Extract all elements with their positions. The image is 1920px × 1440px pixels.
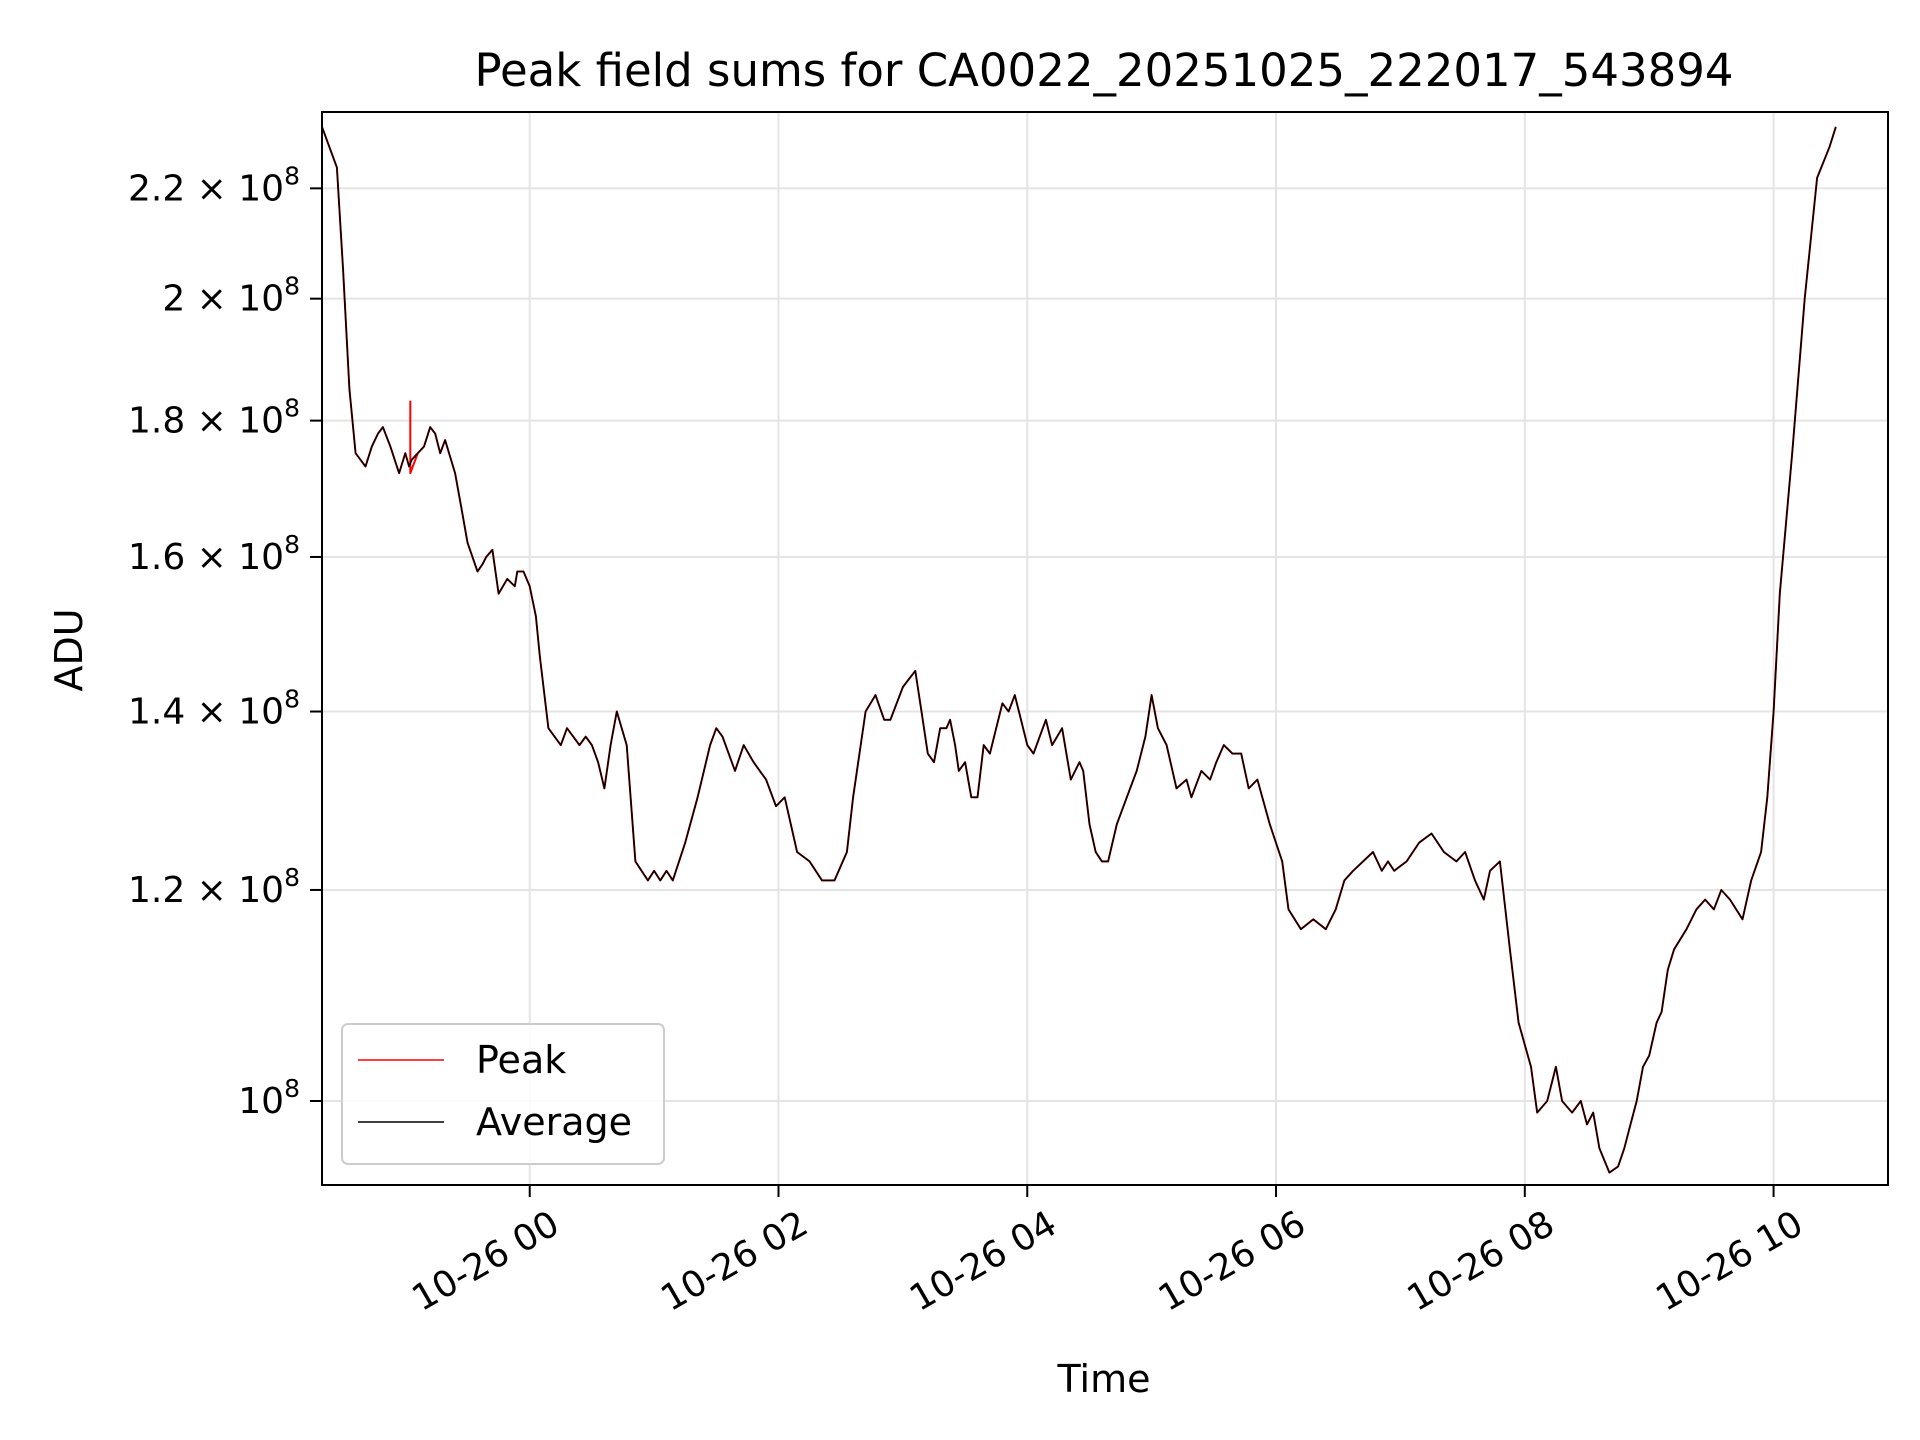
y-tick-base: 1.2 × 10	[128, 870, 284, 911]
y-tick-exponent: 8	[284, 863, 300, 892]
y-tick-base: 1.4 × 10	[128, 692, 284, 733]
y-tick-exponent: 8	[284, 530, 300, 559]
x-axis-label: Time	[1057, 1357, 1151, 1401]
legend-label-peak: Peak	[476, 1038, 566, 1082]
legend-label-average: Average	[476, 1100, 632, 1144]
y-tick-exponent: 8	[284, 272, 300, 301]
y-tick-exponent: 8	[284, 1074, 300, 1103]
y-tick-base: 1.8 × 10	[128, 401, 284, 442]
y-tick-base: 1.6 × 10	[128, 537, 284, 578]
y-tick-label: 1.2 × 108	[128, 863, 300, 911]
y-tick-exponent: 8	[284, 685, 300, 714]
y-tick-label: 1.4 × 108	[128, 685, 300, 733]
y-tick-base: 2.2 × 10	[128, 168, 284, 209]
y-tick-base: 2 × 10	[162, 279, 284, 320]
chart-title: Peak field sums for CA0022_20251025_2220…	[474, 44, 1733, 97]
grid-lines	[322, 112, 1888, 1185]
y-tick-label: 108	[238, 1074, 300, 1122]
plot-frame	[321, 111, 1889, 1186]
y-tick-label: 1.8 × 108	[128, 394, 300, 442]
y-tick-label: 1.6 × 108	[128, 530, 300, 578]
legend-box	[341, 1023, 665, 1165]
y-tick-label: 2 × 108	[162, 272, 300, 320]
y-tick-exponent: 8	[284, 394, 300, 423]
series-line-average	[322, 126, 1837, 1174]
legend: Peak Average	[341, 1023, 665, 1165]
y-tick-base: 10	[238, 1081, 284, 1122]
y-tick-exponent: 8	[284, 161, 300, 190]
y-axis-label: ADU	[47, 608, 91, 691]
series-layer	[322, 126, 1837, 1174]
y-tick-label: 2.2 × 108	[128, 161, 300, 209]
